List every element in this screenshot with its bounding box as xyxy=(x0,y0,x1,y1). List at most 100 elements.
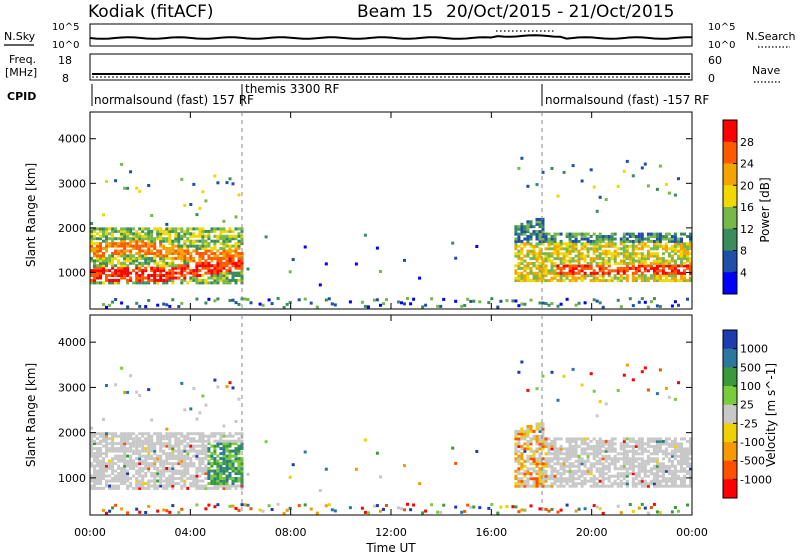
velocity-cell xyxy=(198,459,202,463)
velocity-cell xyxy=(177,482,181,485)
power-cell xyxy=(625,247,629,251)
velocity-cell xyxy=(680,437,683,441)
velocity-cell xyxy=(189,462,193,466)
velocity-cell xyxy=(661,469,665,473)
power-cell xyxy=(520,262,524,265)
velocity-cell xyxy=(670,449,674,453)
power-cell xyxy=(138,269,142,273)
power-cell xyxy=(625,266,629,270)
velocity-cell xyxy=(150,457,154,461)
velocity-cell xyxy=(156,432,160,436)
power-cell xyxy=(102,234,105,238)
power-cell xyxy=(686,264,689,268)
velocity-cell xyxy=(201,449,205,453)
power-cell xyxy=(517,276,521,280)
velocity-cell xyxy=(658,462,662,466)
power-cell xyxy=(111,237,115,241)
power-cell xyxy=(556,232,560,236)
velocity-cell xyxy=(198,467,202,470)
velocity-cell xyxy=(640,467,644,471)
velocity-cell xyxy=(126,477,130,480)
velocity-cell xyxy=(529,474,533,478)
power-cell xyxy=(228,299,232,302)
power-cell xyxy=(664,249,668,253)
power-cell xyxy=(571,276,575,280)
velocity-cell xyxy=(562,462,566,466)
power-cell xyxy=(574,276,578,280)
velocity-cell xyxy=(683,447,686,451)
power-cell xyxy=(568,269,572,273)
velocity-cell xyxy=(514,442,518,446)
power-cell xyxy=(222,264,226,268)
velocity-cell xyxy=(628,457,632,461)
power-cell xyxy=(664,242,668,246)
velocity-cell xyxy=(144,459,148,463)
velocity-cell xyxy=(177,444,181,448)
velocity-cell xyxy=(589,462,593,466)
power-cell xyxy=(141,274,145,277)
power-cell xyxy=(565,244,569,248)
velocity-cell xyxy=(132,474,136,478)
power-cell xyxy=(222,271,226,275)
velocity-cell xyxy=(204,467,208,470)
power-cell xyxy=(565,276,569,280)
velocity-cell xyxy=(138,444,142,448)
velocity-cell xyxy=(105,467,108,470)
power-cell xyxy=(667,252,671,256)
velocity-cell xyxy=(123,474,127,478)
velocity-cell xyxy=(162,508,166,512)
power-cell xyxy=(96,276,99,280)
power-cell xyxy=(640,279,644,283)
power-cell xyxy=(556,271,560,275)
velocity-cell xyxy=(168,447,172,451)
velocity-cell xyxy=(520,427,524,431)
power-cell xyxy=(683,269,686,273)
power-cell xyxy=(237,232,241,236)
velocity-cell xyxy=(162,467,166,470)
power-cell xyxy=(138,239,142,243)
velocity-cell xyxy=(180,442,184,446)
power-cell xyxy=(99,259,102,263)
power-cell xyxy=(677,242,680,246)
velocity-cell xyxy=(559,467,563,471)
power-cell xyxy=(153,239,157,243)
velocity-cell xyxy=(90,432,93,436)
power-cell xyxy=(538,222,542,226)
power-cell xyxy=(613,276,617,280)
power-cell xyxy=(93,252,96,255)
power-cell xyxy=(156,232,160,236)
velocity-cell xyxy=(198,449,202,453)
velocity-cell xyxy=(689,484,692,488)
power-cell xyxy=(631,254,635,258)
velocity-cell xyxy=(673,482,677,486)
power-cell xyxy=(114,242,118,246)
velocity-cell xyxy=(523,508,527,512)
velocity-cell xyxy=(135,477,139,480)
power-cell xyxy=(550,302,554,305)
velocity-cell xyxy=(520,452,524,456)
velocity-cell xyxy=(171,479,175,483)
power-cell xyxy=(601,271,605,275)
velocity-cell xyxy=(556,452,560,456)
velocity-cell xyxy=(240,486,244,490)
velocity-cell xyxy=(436,510,440,514)
power-colorbar-tick: 20 xyxy=(740,179,754,192)
power-cell xyxy=(228,234,232,238)
power-cell xyxy=(168,237,172,241)
velocity-cell xyxy=(246,503,250,507)
power-cell xyxy=(96,256,99,260)
power-cell xyxy=(553,242,557,246)
power-cell xyxy=(210,249,214,253)
velocity-cell xyxy=(297,504,301,508)
velocity-cell xyxy=(126,462,130,466)
power-cell xyxy=(673,252,677,256)
velocity-cell xyxy=(192,477,196,480)
velocity-cell xyxy=(652,482,656,486)
velocity-cell xyxy=(664,449,668,453)
power-cell xyxy=(156,249,160,253)
velocity-cell xyxy=(228,462,232,466)
velocity-cell xyxy=(210,469,214,473)
power-cell xyxy=(574,303,578,307)
velocity-cell xyxy=(186,467,190,470)
power-cell xyxy=(577,257,581,261)
